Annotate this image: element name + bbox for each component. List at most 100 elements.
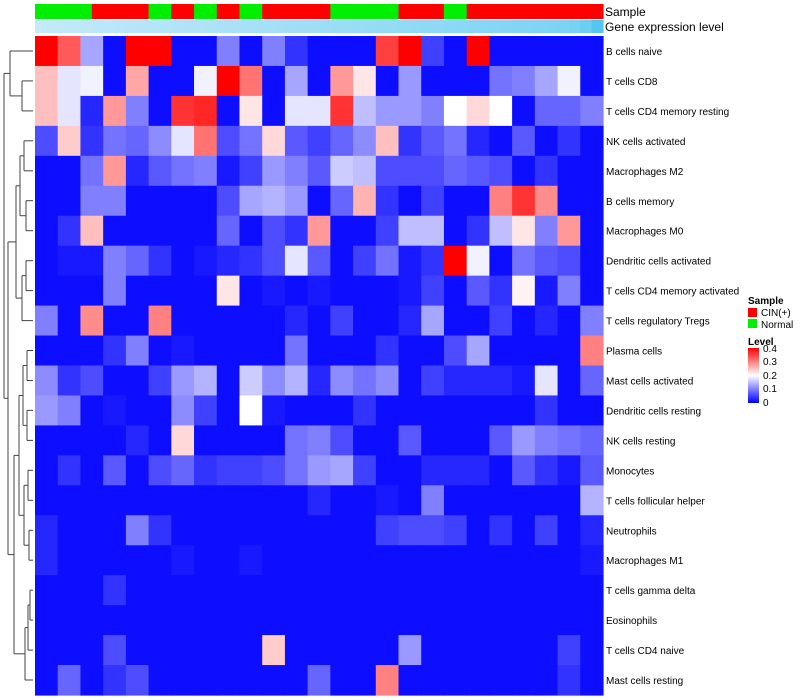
sample-annotation-cell <box>466 4 479 19</box>
heatmap-cell <box>353 185 377 217</box>
heatmap-cell <box>239 185 263 217</box>
heatmap-cell <box>421 665 445 696</box>
heatmap-cell <box>57 275 82 307</box>
heatmap-cell <box>103 215 127 247</box>
heatmap-cell <box>512 305 536 337</box>
expression-annotation-cell <box>466 20 479 33</box>
heatmap-cell <box>35 125 59 157</box>
heatmap-cell <box>580 545 604 576</box>
expression-annotation-cell <box>319 20 331 33</box>
heatmap-cell <box>194 575 218 606</box>
heatmap-cell <box>489 665 513 696</box>
sample-annotation-cell <box>512 4 525 19</box>
expression-annotation-cell <box>182 20 195 33</box>
heatmap-cell <box>375 365 400 397</box>
row-labels: B cells naive T cells CD8 T cells CD4 memo… <box>606 47 739 687</box>
heatmap-cell <box>57 215 82 247</box>
heatmap-cell <box>353 395 377 426</box>
heatmap-cell <box>57 425 82 456</box>
heatmap-cell <box>216 455 241 486</box>
heatmap-cell <box>148 125 172 157</box>
sample-annotation-cell <box>137 4 150 19</box>
heatmap-cell <box>443 635 468 666</box>
heatmap-cell <box>239 335 263 367</box>
heatmap-cell <box>80 455 104 486</box>
expression-annotation-cell <box>273 20 286 33</box>
sample-annotation-cell <box>159 4 172 19</box>
heatmap-cell <box>580 65 604 97</box>
heatmap-cell <box>512 185 536 217</box>
heatmap-cell <box>466 425 490 456</box>
heatmap-cell <box>216 545 241 576</box>
heatmap-cell <box>125 275 150 307</box>
sample-annotation-cell <box>239 4 252 19</box>
heatmap-cell <box>239 605 263 636</box>
heatmap-cell <box>148 485 172 516</box>
heatmap-cell <box>284 185 309 217</box>
heatmap-cell <box>443 245 468 277</box>
heatmap-cell <box>125 605 150 636</box>
heatmap-cell <box>284 215 309 247</box>
heatmap-cell <box>398 215 422 247</box>
heatmap-cell <box>398 185 422 217</box>
heatmap-cell <box>80 335 104 367</box>
sample-annotation-cell <box>398 4 411 19</box>
heatmap-cell <box>375 605 400 636</box>
heatmap-cell <box>239 455 263 486</box>
heatmap-cell <box>35 575 59 606</box>
heatmap-cell <box>330 36 354 67</box>
heatmap-cell <box>557 545 581 576</box>
heatmap-cell <box>443 455 468 486</box>
sample-annotation-cell <box>500 4 513 19</box>
heatmap-cell <box>307 185 331 217</box>
expression-annotation-cell <box>284 20 297 33</box>
heatmap-cell <box>80 215 104 247</box>
heatmap-cell <box>557 215 581 247</box>
heatmap-cell <box>557 605 581 636</box>
sample-annotation-cell <box>387 4 400 19</box>
heatmap-cell <box>489 575 513 606</box>
heatmap-cell <box>353 485 377 516</box>
heatmap-cell <box>57 305 82 337</box>
expression-annotation-cell <box>80 20 93 33</box>
heatmap-cell <box>375 95 400 127</box>
heatmap-cell <box>375 395 400 426</box>
heatmap-cell <box>216 305 241 337</box>
heatmap-cell <box>125 305 150 337</box>
heatmap-cell <box>125 36 150 67</box>
heatmap-cell <box>421 95 445 127</box>
heatmap-cell <box>148 665 172 696</box>
expression-annotation-cell <box>364 20 377 33</box>
heatmap-cell <box>239 485 263 516</box>
heatmap-cell <box>171 95 195 127</box>
heatmap-cell <box>103 425 127 456</box>
heatmap-cell <box>421 605 445 636</box>
heatmap-cell <box>125 335 150 367</box>
heatmap-cell <box>57 485 82 516</box>
heatmap-cell <box>489 395 513 426</box>
heatmap-cell <box>489 455 513 486</box>
heatmap-cell <box>398 515 422 546</box>
row-label: NK cells activated <box>606 137 685 148</box>
heatmap-cell <box>57 515 82 546</box>
heatmap-cell <box>353 305 377 337</box>
heatmap-cell <box>171 635 195 666</box>
heatmap-cell <box>284 155 309 187</box>
heatmap-cell <box>194 275 218 307</box>
expression-annotation-cell <box>216 20 229 33</box>
heatmap-cell <box>307 575 331 606</box>
heatmap-cell <box>239 665 263 696</box>
expression-annotation-cell <box>409 20 422 33</box>
heatmap-cell <box>284 275 309 307</box>
heatmap-cell <box>216 365 241 397</box>
heatmap-cell <box>239 365 263 397</box>
heatmap-cell <box>466 365 490 397</box>
heatmap-cell <box>534 215 559 247</box>
heatmap-cell <box>148 365 172 397</box>
heatmap-cell <box>512 215 536 247</box>
heatmap-cell <box>307 125 331 157</box>
sample-annotation-cell <box>330 4 343 19</box>
heatmap-cell <box>35 455 59 486</box>
row-label: T cells CD8 <box>606 77 658 88</box>
heatmap-cell <box>443 575 468 606</box>
